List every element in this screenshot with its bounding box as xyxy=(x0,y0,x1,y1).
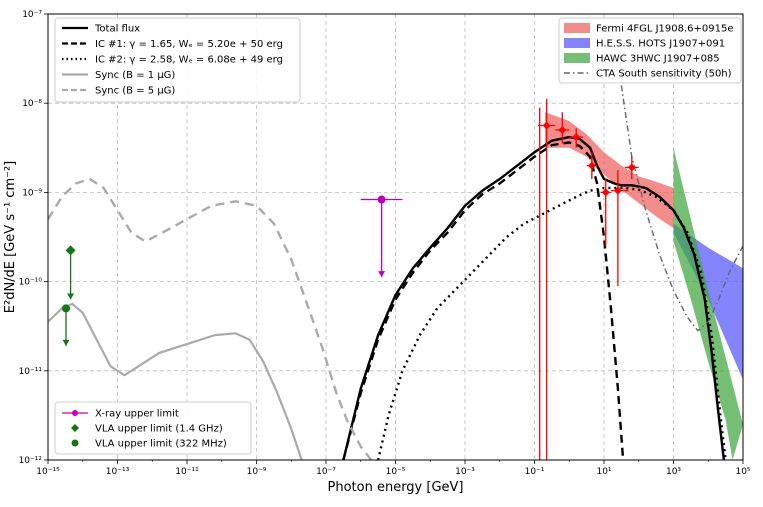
legend-label: CTA South sensitivity (50h) xyxy=(596,69,732,80)
fermi-point xyxy=(587,161,596,170)
legend-label: VLA upper limit (322 MHz) xyxy=(95,439,227,450)
vla-point xyxy=(65,245,76,256)
fermi-point xyxy=(572,133,581,142)
legend-label: X-ray upper limit xyxy=(95,409,179,420)
x-tick-label: 10⁻⁹ xyxy=(247,467,267,477)
x-axis-label: Photon energy [GeV] xyxy=(328,480,464,495)
legend-box xyxy=(54,401,252,455)
y-axis-label: E²dN/dE [GeV s⁻¹ cm⁻²] xyxy=(3,161,18,313)
band xyxy=(544,112,674,229)
legend-label: Sync (B = 1 μG) xyxy=(95,70,175,81)
x-tick-label: 10⁻⁷ xyxy=(316,467,336,477)
data-markers xyxy=(62,98,639,460)
legend-marker xyxy=(72,410,78,416)
fermi-point xyxy=(627,163,636,172)
legend-marker xyxy=(71,439,79,447)
x-tick-label: 10⁵ xyxy=(735,467,750,477)
arrow-head xyxy=(67,293,75,300)
x-tick-label: 10⁻¹ xyxy=(525,467,545,477)
legend-label: VLA upper limit (1.4 GHz) xyxy=(95,424,223,435)
xray-point xyxy=(377,195,386,204)
bands xyxy=(544,112,743,460)
fermi-point xyxy=(542,121,551,130)
axis-ticks: 10⁻¹⁵ 10⁻¹³ 10⁻¹¹ 10⁻⁹ 10⁻⁷ 10⁻⁵ 10⁻³ 10⁻¹ 10¹ 10… xyxy=(19,10,751,477)
legend-label: H.E.S.S. HOTS J1907+091 xyxy=(596,39,725,50)
x-tick-label: 10³ xyxy=(666,467,681,477)
y-tick-label: 10⁻⁹ xyxy=(22,188,42,198)
y-tick-label: 10⁻¹² xyxy=(19,456,43,466)
legend-label: HAWC 3HWC J1907+085 xyxy=(596,54,720,65)
model-line xyxy=(342,141,625,460)
legend-label: Fermi 4FGL J1908.6+0915e xyxy=(596,24,734,35)
legend-label: IC #2: γ = 2.58, Wₑ = 6.08e + 49 erg xyxy=(95,55,283,66)
y-tick-label: 10⁻¹⁰ xyxy=(19,278,43,288)
legends: Total flux IC #1: γ = 1.65, Wₑ = 5.20e + … xyxy=(54,17,742,455)
arrow-head xyxy=(378,271,386,278)
x-tick-label: 10⁻⁵ xyxy=(386,467,406,477)
legend-swatch xyxy=(564,23,590,33)
y-tick-label: 10⁻⁸ xyxy=(22,99,42,109)
band xyxy=(673,147,743,460)
fermi-point xyxy=(601,188,610,197)
x-tick-label: 10⁻³ xyxy=(455,467,475,477)
legend-label: Sync (B = 5 μG) xyxy=(95,86,175,97)
model-line xyxy=(48,177,373,460)
legend-marker xyxy=(71,424,79,432)
y-tick-label: 10⁻¹¹ xyxy=(19,367,43,377)
vla-point xyxy=(62,304,70,313)
legend-label: IC #1: γ = 1.65, Wₑ = 5.20e + 50 erg xyxy=(95,39,283,50)
model-lines xyxy=(48,85,743,460)
model-line xyxy=(48,302,303,460)
model-line xyxy=(342,135,726,460)
legend-swatch xyxy=(564,53,590,63)
legend-label: Total flux xyxy=(94,24,140,35)
legend-swatch xyxy=(564,38,590,48)
legend-box xyxy=(558,17,742,84)
model-line xyxy=(376,186,727,460)
x-tick-label: 10⁻¹¹ xyxy=(175,467,199,477)
x-tick-label: 10⁻¹³ xyxy=(106,467,130,477)
x-tick-label: 10¹ xyxy=(596,467,611,477)
legend-box xyxy=(54,17,301,103)
y-tick-label: 10⁻⁷ xyxy=(22,10,42,20)
x-tick-label: 10⁻¹⁵ xyxy=(36,467,60,477)
fermi-point xyxy=(613,186,622,195)
fermi-point xyxy=(558,125,567,134)
arrow-head xyxy=(62,339,70,346)
model-line xyxy=(620,85,743,332)
